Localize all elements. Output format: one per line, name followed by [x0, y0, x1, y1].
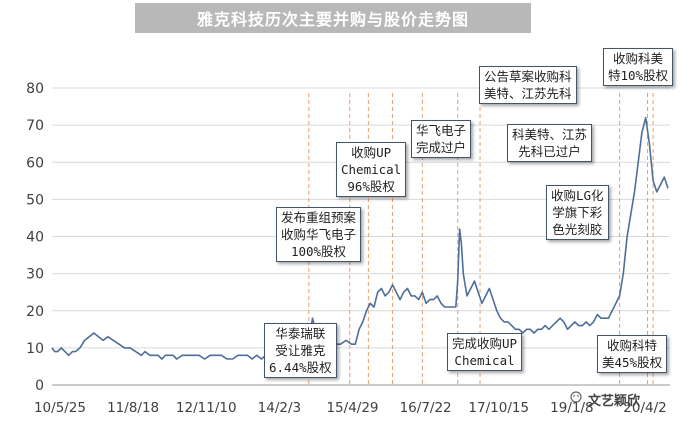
- y-tick-label: 40: [26, 230, 44, 246]
- y-tick-label: 30: [26, 267, 44, 283]
- annotation-lg-photoresist: 收购LG化 学旗下彩 色光刻胶: [546, 185, 609, 240]
- annotation-kemeite-10: 收购科美 特10%股权: [603, 48, 674, 86]
- annotation-restructure-plan: 发布重组预案 收购华飞电子 100%股权: [276, 207, 362, 262]
- chart-title: 雅克科技历次主要并购与股价走势图: [135, 3, 531, 33]
- x-tick-label: 14/2/3: [258, 400, 301, 416]
- y-tick-label: 70: [26, 118, 44, 134]
- price-series: [51, 116, 669, 360]
- y-tick-label: 20: [26, 304, 44, 320]
- x-axis-ticks: 10/5/25 11/8/18 12/11/10 14/2/3 15/4/29 16/7/…: [34, 400, 667, 416]
- y-tick-label: 0: [35, 378, 44, 394]
- annotation-kemeite-transfer: 科美特、江苏 先科已过户: [507, 124, 593, 162]
- watermark: 文艺颖欣: [588, 394, 641, 409]
- annotation-huafei-transfer: 华飞电子 完成过户: [411, 120, 472, 158]
- x-tick-label: 16/7/22: [400, 400, 452, 416]
- wechat-icon: [570, 391, 582, 403]
- x-tick-label: 20/4/2: [623, 400, 666, 416]
- annotation-huatai: 华泰瑞联 受让雅克 6.44%股权: [264, 323, 337, 378]
- x-tick-label: 17/10/15: [468, 400, 529, 416]
- x-tick-label: 10/5/25: [34, 400, 86, 416]
- annotation-kemeite-45: 收购科特 美45%股权: [597, 335, 668, 373]
- x-tick-label: 11/8/18: [107, 400, 159, 416]
- x-tick-label: 12/11/10: [176, 400, 237, 416]
- x-tick-label: 15/4/29: [326, 400, 378, 416]
- y-tick-label: 10: [26, 341, 44, 357]
- annotation-up-chemical-complete: 完成收购UP Chemical: [447, 333, 523, 371]
- y-tick-label: 80: [26, 81, 44, 97]
- x-tick-label: 19/1/8: [550, 400, 593, 416]
- price-line-0: [51, 116, 669, 360]
- annotation-kemeite-draft: 公告草案收购科 美特、江苏先科: [479, 66, 577, 104]
- y-tick-label: 50: [26, 192, 44, 208]
- y-tick-label: 60: [26, 155, 44, 171]
- annotation-up-chemical-96: 收购UP Chemical 96%股权: [336, 142, 407, 197]
- y-axis-ticks: 0 10 20 30 40 50 60 70 80: [26, 81, 44, 394]
